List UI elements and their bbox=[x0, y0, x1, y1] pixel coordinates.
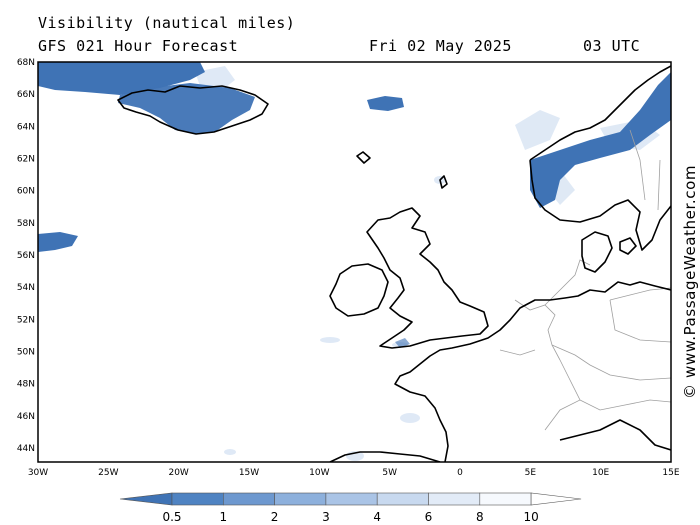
lat-tick-label: 56N bbox=[17, 251, 35, 261]
map-background bbox=[38, 62, 671, 462]
forecast-time: 03 UTC bbox=[583, 37, 641, 55]
lat-tick-label: 52N bbox=[17, 315, 35, 325]
low-visibility-areas bbox=[38, 62, 671, 348]
lon-tick-label: 10E bbox=[592, 468, 609, 478]
legend-label: 1 bbox=[219, 510, 227, 524]
coastlines bbox=[117, 65, 671, 462]
lat-tick-label: 68N bbox=[17, 58, 35, 68]
legend-swatch bbox=[428, 492, 481, 506]
lat-tick-label: 44N bbox=[17, 444, 35, 454]
forecast-subtitle: GFS 021 Hour Forecast bbox=[38, 37, 239, 55]
lat-tick-label: 64N bbox=[17, 122, 35, 132]
lon-tick-label: 15W bbox=[239, 468, 259, 478]
lat-tick-label: 54N bbox=[17, 283, 35, 293]
legend-swatch bbox=[223, 492, 275, 506]
legend-label: 8 bbox=[476, 510, 484, 524]
legend-label: 3 bbox=[322, 510, 330, 524]
lon-tick-label: 5W bbox=[382, 468, 397, 478]
lat-tick-label: 66N bbox=[17, 90, 35, 100]
visibility-map: 68N66N64N62N60N58N56N54N52N50N48N46N44N … bbox=[17, 58, 680, 478]
legend-swatch bbox=[376, 492, 429, 506]
lon-tick-label: 10W bbox=[309, 468, 329, 478]
legend-label: 6 bbox=[425, 510, 433, 524]
lat-tick-label: 46N bbox=[17, 412, 35, 422]
legend-max-arrow bbox=[530, 492, 582, 506]
lon-tick-label: 30W bbox=[28, 468, 48, 478]
lat-tick-label: 62N bbox=[17, 155, 35, 165]
lon-tick-label: 25W bbox=[98, 468, 118, 478]
lon-tick-label: 15E bbox=[662, 468, 679, 478]
latitude-axis: 68N 66N 64N 62N 60N 58N 56N 54N 52N 50N 48N 46N 44N bbox=[17, 58, 35, 454]
legend-label: 4 bbox=[373, 510, 381, 524]
credit-text: © www.PassageWeather.com bbox=[681, 164, 699, 399]
lat-tick-label: 50N bbox=[17, 348, 35, 358]
lon-tick-label: 5E bbox=[525, 468, 537, 478]
legend-label: 2 bbox=[271, 510, 279, 524]
legend-swatch bbox=[171, 492, 224, 506]
country-borders bbox=[499, 129, 671, 431]
map-title: Visibility (nautical miles) bbox=[38, 14, 296, 32]
legend-label: 10 bbox=[523, 510, 538, 524]
longitude-axis: 30W 25W 20W 15W 10W 5W 0 5E 10E 15E bbox=[28, 468, 680, 478]
map-frame bbox=[37, 61, 672, 463]
legend-swatch bbox=[274, 492, 327, 506]
legend-label: 0.5 bbox=[162, 510, 181, 524]
legend-swatch bbox=[479, 492, 532, 506]
lat-tick-label: 60N bbox=[17, 187, 35, 197]
lon-tick-label: 0 bbox=[457, 468, 463, 478]
forecast-date: Fri 02 May 2025 bbox=[369, 37, 512, 55]
legend-min-arrow bbox=[119, 492, 173, 506]
legend-swatch bbox=[325, 492, 378, 506]
lat-tick-label: 58N bbox=[17, 219, 35, 229]
lon-tick-label: 20W bbox=[168, 468, 188, 478]
lat-tick-label: 48N bbox=[17, 380, 35, 390]
visibility-legend: 0.5 1 2 3 4 6 8 10 bbox=[119, 492, 582, 524]
